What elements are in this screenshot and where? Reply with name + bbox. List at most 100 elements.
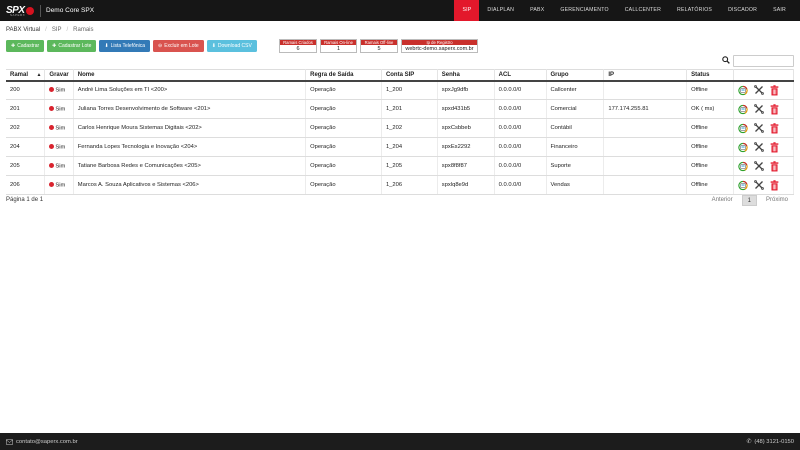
edit-ramal-icon[interactable] <box>738 104 748 115</box>
cadastrar-lote-button[interactable]: ✚ Cadastrar Lote <box>47 40 97 52</box>
trash-icon[interactable] <box>770 160 780 172</box>
col-acl[interactable]: ACL <box>494 69 547 82</box>
cell-grupo: Suporte <box>546 156 605 176</box>
table-header-row: Ramal ▲ Gravar Nome Regra de Saída Conta … <box>6 69 795 82</box>
trash-icon[interactable] <box>770 85 780 96</box>
breadcrumb-item-pabx-virtual[interactable]: PABX Virtual <box>6 27 41 33</box>
excluir-lote-button[interactable]: ⊖ Excluir em Lote <box>153 40 204 52</box>
cell-nome: Marcos A. Souza Aplicativos e Sistemas <… <box>73 175 307 195</box>
nav-gerenciamento[interactable]: GERENCIAMENTO <box>560 7 609 13</box>
footer-email: contato@saperx.com.br <box>6 439 78 445</box>
cell-grupo: Financeiro <box>546 137 605 157</box>
pagination-prev[interactable]: Anterior <box>711 197 733 203</box>
cell-ramal: 202 <box>6 118 46 138</box>
cell-ip <box>603 118 688 138</box>
stat-ip-registro: Ip de Registro webrtc-demo.saperx.com.br <box>401 39 478 53</box>
nav-dialplan[interactable]: DIALPLAN <box>487 7 515 13</box>
col-gravar[interactable]: Gravar <box>44 69 74 82</box>
nav-relatorios[interactable]: RELATÓRIOS <box>677 7 713 13</box>
trash-icon[interactable] <box>770 179 780 191</box>
tools-icon[interactable] <box>754 161 764 172</box>
edit-ramal-icon[interactable] <box>738 142 748 153</box>
col-grupo[interactable]: Grupo <box>546 69 605 82</box>
table-row[interactable]: 204 Sim Fernanda Lopes Tecnologia e Inovaç… <box>6 137 795 157</box>
cell-nome: André Lima Soluções em TI <200> <box>73 80 307 100</box>
cell-status: Offline <box>686 118 734 138</box>
table-row[interactable]: 206 Sim Marcos A. Souza Aplicativos e Sist… <box>6 175 795 195</box>
edit-ramal-icon[interactable] <box>738 161 748 172</box>
trash-icon[interactable] <box>770 103 780 115</box>
cell-senha: spxCsbbeb <box>437 118 495 138</box>
cell-senha: spxlq8e9d <box>437 175 495 195</box>
record-dot-icon <box>49 87 55 92</box>
trash-icon[interactable] <box>770 122 780 134</box>
table-row[interactable]: 201 Sim Juliana Torres Desenvolvimento de … <box>6 99 795 119</box>
breadcrumb-item-sip[interactable]: SIP <box>51 27 62 33</box>
table-row[interactable]: 205 Sim Tatiane Barbosa Redes e Comunicaçõ… <box>6 156 795 176</box>
cell-regra: Operação <box>305 156 382 176</box>
nav-callcenter[interactable]: CALLCENTER <box>624 7 662 13</box>
lista-telefonica-button[interactable]: ⬇ Lista Telefônica <box>99 40 151 52</box>
breadcrumb-separator: / <box>45 27 47 33</box>
download-csv-button[interactable]: ⬇ Download CSV <box>206 40 257 52</box>
col-regra-saida[interactable]: Regra de Saída <box>305 69 382 82</box>
col-status[interactable]: Status <box>686 69 734 82</box>
cell-actions <box>733 99 795 119</box>
edit-ramal-icon[interactable] <box>738 180 748 191</box>
col-ip[interactable]: IP <box>603 69 688 82</box>
breadcrumb: PABX Virtual / SIP / Ramais <box>6 27 94 33</box>
nav-sair[interactable]: SAIR <box>773 7 786 13</box>
stat-label: Ramais Off-line <box>361 40 397 45</box>
footer-email-text[interactable]: contato@saperx.com.br <box>16 438 78 445</box>
cell-ip: 177.174.255.81 <box>603 99 688 119</box>
cell-acl: 0.0.0.0/0 <box>494 99 547 119</box>
cadastrar-button[interactable]: ✚ Cadastrar <box>6 40 45 52</box>
footer-phone-text[interactable]: (48) 3121-0150 <box>754 438 794 445</box>
cell-regra: Operação <box>305 118 382 138</box>
edit-ramal-icon[interactable] <box>738 123 748 134</box>
pagination-next[interactable]: Próximo <box>765 197 788 203</box>
stat-value: 5 <box>377 46 381 52</box>
trash-icon[interactable] <box>770 141 780 153</box>
nav-pabx[interactable]: PABX <box>530 7 545 13</box>
footer: contato@saperx.com.br ✆ (48) 3121-0150 <box>0 433 800 450</box>
cell-status: Offline <box>686 137 734 157</box>
edit-ramal-icon[interactable] <box>738 85 748 96</box>
table-row[interactable]: 202 Sim Carlos Henrique Moura Sistemas Dig… <box>6 118 795 138</box>
tools-icon[interactable] <box>754 142 764 153</box>
logo-text: SPX <box>6 5 25 16</box>
cell-conta: 1_202 <box>381 118 438 138</box>
cell-ip <box>603 137 688 157</box>
col-senha[interactable]: Senha <box>437 69 495 82</box>
cell-gravar-text: Sim <box>55 144 66 151</box>
record-dot-icon <box>49 162 55 168</box>
stat-label: Ip de Registro <box>402 40 477 45</box>
tools-icon[interactable] <box>754 123 764 134</box>
logo-subtext: SAPERX <box>10 13 26 17</box>
cell-grupo: Callcenter <box>546 80 605 100</box>
nav-sip[interactable]: SIP <box>454 0 480 21</box>
cell-grupo: Comercial <box>546 99 605 119</box>
pagination-current-page[interactable]: 1 <box>741 195 757 206</box>
cell-conta: 1_204 <box>381 137 438 157</box>
col-nome[interactable]: Nome <box>73 69 307 82</box>
tools-icon[interactable] <box>754 180 764 191</box>
cell-status: Offline <box>686 80 734 100</box>
col-ramal-label: Ramal <box>10 71 29 78</box>
tools-icon[interactable] <box>754 85 764 96</box>
cell-gravar-text: Sim <box>55 87 66 94</box>
record-dot-icon <box>49 105 55 111</box>
ramais-table-body: 200 Sim André Lima Soluções em TI <200> Ope… <box>6 80 795 195</box>
cell-gravar: Sim <box>44 175 74 195</box>
table-row[interactable]: 200 Sim André Lima Soluções em TI <200> Ope… <box>6 80 795 100</box>
cell-acl: 0.0.0.0/0 <box>494 80 547 100</box>
col-ramal[interactable]: Ramal ▲ <box>6 69 46 82</box>
nav-discador[interactable]: DISCADOR <box>728 7 758 13</box>
col-conta-sip[interactable]: Conta SIP <box>381 69 438 82</box>
col-actions <box>733 69 795 82</box>
tools-icon[interactable] <box>754 104 764 115</box>
spx-logo[interactable]: SPX SAPERX <box>0 0 40 21</box>
stat-value: webrtc-demo.saperx.com.br <box>405 46 474 52</box>
search-input[interactable] <box>733 55 794 67</box>
cell-ramal: 201 <box>6 99 46 119</box>
